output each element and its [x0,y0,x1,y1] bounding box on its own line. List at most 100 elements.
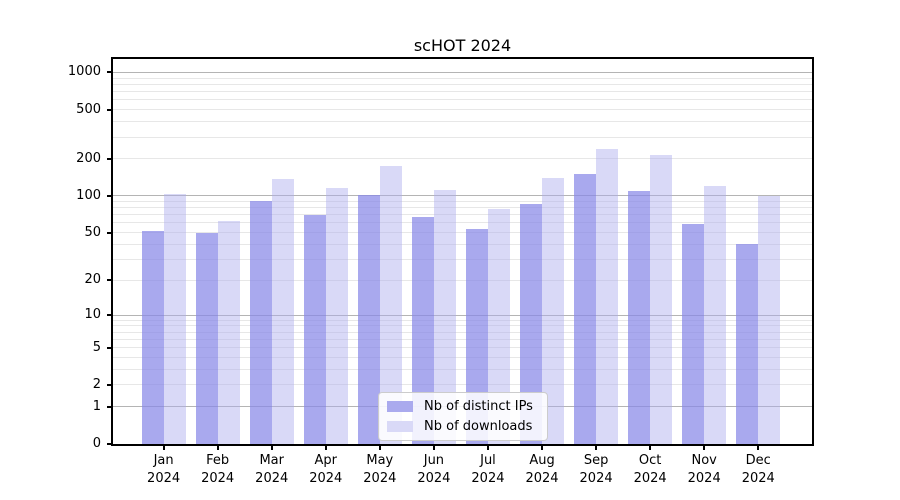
x-tick-label: Nov 2024 [672,452,736,488]
bar-ips-aug [520,203,543,444]
gridline-minor [113,109,812,111]
bar-downloads-sep [596,148,619,444]
gridline-minor [113,121,812,123]
x-tick-label-year: 2024 [525,471,559,486]
gridline-minor [113,214,812,216]
y-tick-label: 0 [92,436,101,451]
x-tick-label: May 2024 [348,452,412,488]
bar-ips-may [357,195,380,444]
x-tick-label-month: Dec [745,453,771,468]
gridline-minor [113,136,812,138]
legend-swatch-distinct-ips-icon [387,401,413,412]
y-tick-label: 10 [84,307,101,323]
chart-title: scHOT 2024 [413,36,512,55]
gridline-minor [113,368,812,370]
x-tick-label-year: 2024 [363,471,397,486]
bar-ips-feb [195,232,218,444]
x-tick-label-month: Jan [153,453,174,468]
x-tick-label-year: 2024 [417,471,451,486]
gridline-minor [113,207,812,209]
bar-downloads-oct [650,154,673,444]
bar-downloads-feb [217,221,240,444]
bar-downloads-dec [758,196,781,444]
x-tick-label-year: 2024 [579,471,613,486]
gridline-minor [113,91,812,93]
gridline-minor [113,200,812,202]
y-tick-mark [107,231,111,234]
x-tick-label-month: Sep [583,453,609,468]
y-tick-label: 2 [92,376,101,392]
x-tick-mark [486,446,489,450]
bar-ips-apr [303,215,326,444]
y-tick-mark [107,443,111,445]
y-tick-label: 500 [76,101,101,117]
x-tick-mark [324,446,327,450]
bar-downloads-nov [704,185,727,444]
y-tick-mark [107,383,111,386]
bar-ips-oct [628,190,651,444]
x-tick-mark [703,446,706,450]
legend-swatch-downloads-icon [387,421,413,432]
y-tick-label: 200 [76,150,101,166]
gridline-minor [113,331,812,333]
bar-downloads-may [379,165,402,444]
x-tick-mark [216,446,219,450]
x-tick-label-month: Apr [314,453,338,468]
bar-ips-jul [465,229,488,444]
x-tick-label: Dec 2024 [726,452,790,488]
x-tick-label-year: 2024 [687,471,721,486]
bar-downloads-jul [487,208,510,444]
legend-label-downloads: Nb of downloads [424,419,533,434]
x-tick-label-year: 2024 [147,471,181,486]
y-tick-mark [107,194,111,197]
x-tick-label-month: Aug [529,453,555,468]
y-tick-mark [107,108,111,111]
x-tick-label-year: 2024 [633,471,667,486]
x-tick-label-month: Jun [423,453,445,468]
y-tick-label: 50 [84,224,101,240]
y-tick-label: 100 [76,187,101,203]
bar-downloads-aug [542,177,565,444]
x-tick-label: Mar 2024 [240,452,304,488]
x-tick-label: Sep 2024 [564,452,628,488]
y-tick-mark [107,405,111,408]
y-tick-mark [107,71,111,74]
x-tick-label: Jun 2024 [402,452,466,488]
bar-ips-sep [574,174,597,444]
gridline-minor [113,279,812,281]
gridline-minor [113,384,812,386]
x-tick-label: Jul 2024 [456,452,520,488]
legend-item-downloads: Nb of downloads [387,419,533,434]
bar-ips-jun [411,217,434,444]
y-tick-label: 20 [84,272,101,288]
legend-item-distinct-ips: Nb of distinct IPs [387,399,533,414]
gridline-major [113,314,812,316]
y-tick-mark [107,314,111,317]
legend: Nb of distinct IPs Nb of downloads [378,392,548,441]
x-tick-label-month: May [366,453,394,468]
x-tick-label-month: Jul [480,453,496,468]
gridline-minor [113,222,812,224]
x-tick-label-year: 2024 [255,471,289,486]
x-tick-mark [378,446,381,450]
bar-downloads-mar [271,179,294,444]
bar-downloads-apr [325,187,348,444]
x-tick-label: Apr 2024 [294,452,358,488]
y-tick-label: 1 [92,398,101,414]
x-tick-label-month: Feb [206,453,230,468]
gridline-minor [113,325,812,327]
gridline-minor [113,83,812,85]
x-tick-mark [432,446,435,450]
gridline-major [113,71,812,73]
y-tick-label: 1000 [67,64,101,80]
bar-downloads-jun [433,190,456,444]
x-tick-mark [757,446,760,450]
gridline-minor [113,232,812,233]
gridline-minor [113,338,812,340]
x-tick-mark [649,446,652,450]
bar-ips-nov [682,223,705,444]
x-tick-mark [541,446,544,450]
x-tick-label-year: 2024 [309,471,343,486]
y-tick-mark [107,157,111,160]
